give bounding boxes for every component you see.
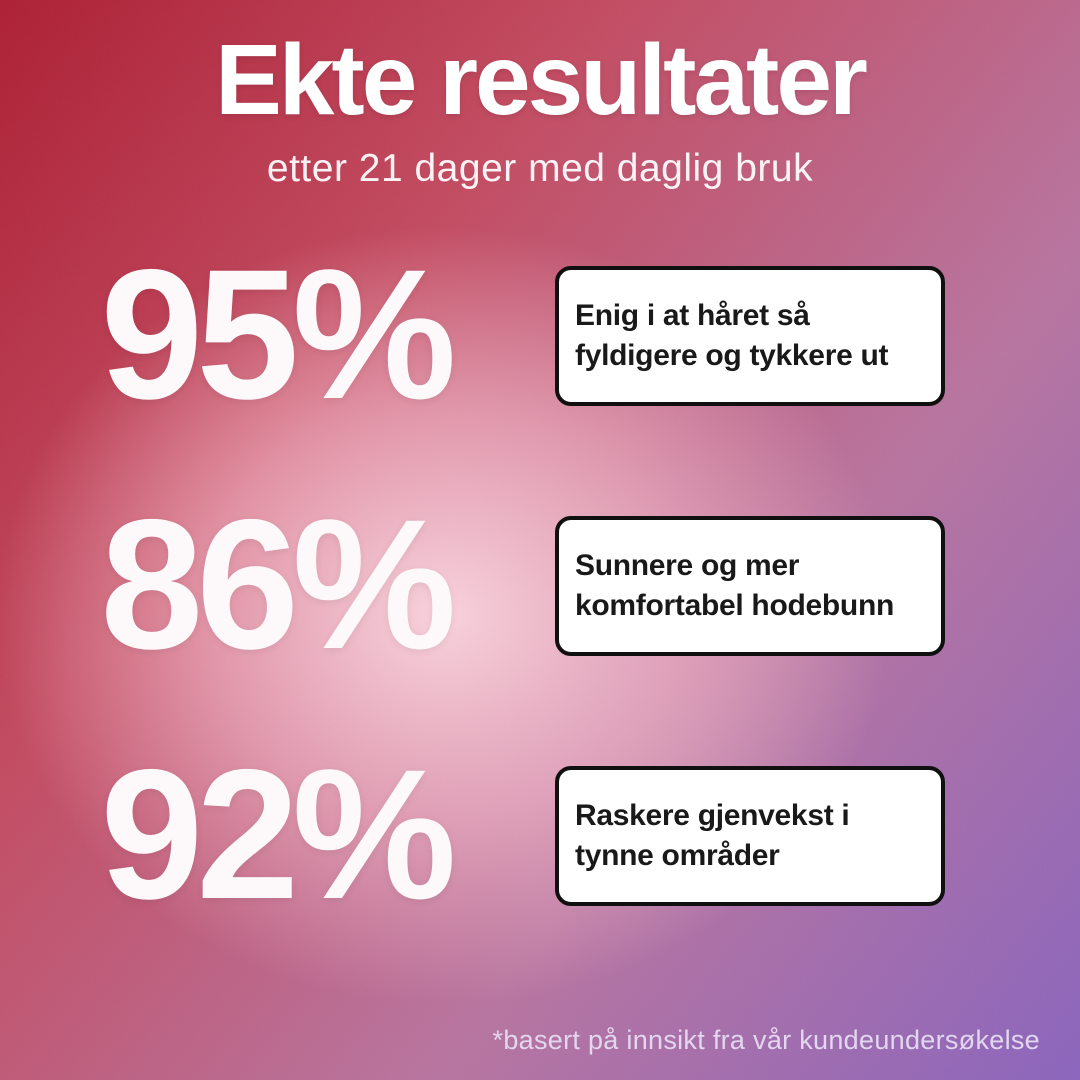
subtitle: etter 21 dager med daglig bruk — [266, 147, 814, 190]
footnote: *basert på innsikt fra vår kundeundersøk… — [492, 1025, 1040, 1055]
stat-label-line: tynne områder — [575, 838, 780, 872]
stat-value: 95% — [100, 232, 456, 438]
stat-value: 86% — [100, 482, 456, 688]
stat-label-line: fyldigere og tykkere ut — [575, 338, 889, 372]
stat-row: 92% Raskere gjenvekst i tynne områder — [0, 732, 1080, 938]
stat-row: 86% Sunnere og mer komfortabel hodebunn — [0, 482, 1080, 688]
stat-label-line: komfortabel hodebunn — [575, 588, 894, 622]
header: Ekte resultater etter 21 dager med dagli… — [0, 28, 1080, 191]
stat-label-card: Enig i at håret så fyldigere og tykkere … — [555, 265, 945, 406]
stat-value: 92% — [100, 732, 456, 938]
stat-label-line: Enig i at håret så — [575, 298, 810, 332]
page-title: Ekte resultater — [215, 24, 868, 136]
stat-label-line: Sunnere og mer — [575, 548, 800, 582]
stat-label-card: Raskere gjenvekst i tynne områder — [555, 765, 945, 906]
stat-row: 95% Enig i at håret så fyldigere og tykk… — [0, 232, 1080, 438]
stat-label-line: Raskere gjenvekst i — [575, 798, 850, 832]
stat-label-card: Sunnere og mer komfortabel hodebunn — [555, 515, 945, 656]
